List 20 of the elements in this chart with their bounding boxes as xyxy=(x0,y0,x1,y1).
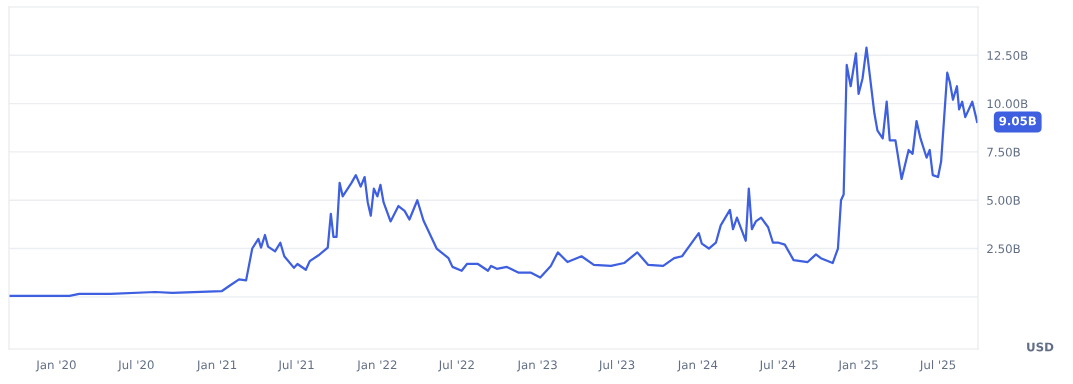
text: USD xyxy=(1027,342,1054,352)
x-tick-label: Jul '23 xyxy=(598,360,635,372)
x-tick-label: Jan '23 xyxy=(516,360,557,372)
line-series xyxy=(9,46,978,297)
y-tick-label: 5.00B xyxy=(987,195,1020,205)
x-tick-label: Jan '24 xyxy=(677,360,718,372)
x-tick-label: Jan '20 xyxy=(35,360,76,372)
y-tick-label: 2.50B xyxy=(987,244,1020,254)
x-tick-label: Jan '21 xyxy=(196,360,237,372)
x-tick-label: Jul '24 xyxy=(759,360,796,372)
x-tick-label: Jul '25 xyxy=(919,360,956,372)
x-tick-label: Jul '20 xyxy=(117,360,154,372)
x-tick-label: Jul '22 xyxy=(438,360,474,372)
y-tick-label: 10.00B xyxy=(987,99,1028,109)
x-tick-label: Jan '25 xyxy=(837,360,878,372)
x-tick-label: Jul '21 xyxy=(277,360,314,372)
annotation: 9.05B xyxy=(999,116,1036,126)
y-tick-label: 7.50B xyxy=(987,147,1020,157)
y-tick-label: 12.50B xyxy=(987,51,1028,60)
x-tick-label: Jan '22 xyxy=(356,360,397,372)
